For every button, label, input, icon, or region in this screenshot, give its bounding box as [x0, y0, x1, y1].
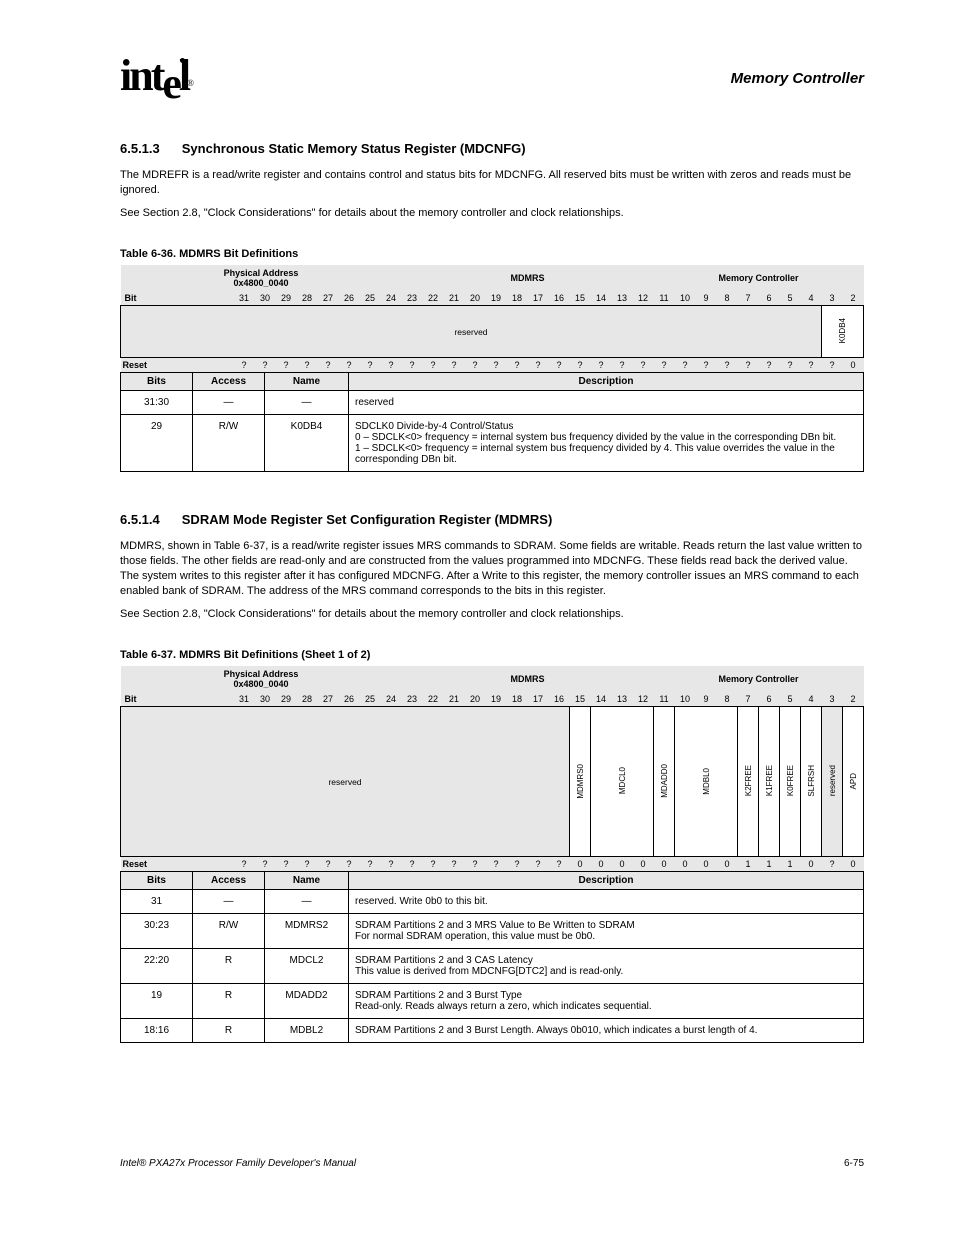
body-paragraph: The MDREFR is a read/write register and … — [120, 168, 864, 198]
register-desc-table-1: Bits Access Name Description 31:30 — — r… — [120, 372, 864, 472]
table-2-caption: Table 6-37. MDMRS Bit Definitions (Sheet… — [120, 648, 864, 663]
field-row: reserved K0DB4 — [121, 306, 864, 358]
table-row: 30:23 R/W MDMRS2 SDRAM Partitions 2 and … — [121, 914, 864, 949]
table-1-caption: Table 6-36. MDMRS Bit Definitions — [120, 247, 864, 262]
intel-logo: intel® — [120, 50, 192, 101]
col-bits: Bits — [121, 872, 193, 890]
module-name: Memory Controller — [654, 265, 864, 291]
k0db4-field: K0DB4 — [822, 306, 864, 358]
col-name: Name — [265, 373, 349, 391]
module-name: Memory Controller — [654, 666, 864, 692]
bit-number-row: Bit 313029282726252423222120191817161514… — [121, 291, 864, 306]
see-reference: See Section 2.8, "Clock Considerations" … — [120, 607, 864, 622]
body-paragraph: MDMRS, shown in Table 6-37, is a read/wr… — [120, 539, 864, 598]
bit-number-row: Bit 313029282726252423222120191817161514… — [121, 692, 864, 707]
col-desc: Description — [349, 373, 864, 391]
section-number: 6.5.1.4 — [120, 512, 160, 527]
page-footer: Intel® PXA27x Processor Family Developer… — [120, 1158, 864, 1169]
register-name: MDMRS — [402, 265, 654, 291]
reserved-field: reserved — [121, 707, 570, 857]
col-name: Name — [265, 872, 349, 890]
phys-addr-label: Physical Address 0x4800_0040 — [121, 666, 402, 692]
section-title: SDRAM Mode Register Set Configuration Re… — [182, 512, 553, 527]
table-row: 18:16 R MDBL2 SDRAM Partitions 2 and 3 B… — [121, 1019, 864, 1043]
reset-row: Reset ???????????????? 000000001110?0 — [121, 857, 864, 872]
table-row: 31:30 — — reserved — [121, 391, 864, 415]
table-row: 29 R/W K0DB4 SDCLK0 Divide-by-4 Control/… — [121, 415, 864, 472]
table-row: 22:20 R MDCL2 SDRAM Partitions 2 and 3 C… — [121, 949, 864, 984]
see-reference: See Section 2.8, "Clock Considerations" … — [120, 206, 864, 221]
col-access: Access — [193, 872, 265, 890]
register-table-mdmrs-full: Physical Address 0x4800_0040 MDMRS Memor… — [120, 666, 864, 871]
section-heading-1: 6.5.1.3 Synchronous Static Memory Status… — [120, 141, 864, 156]
col-bits: Bits — [121, 373, 193, 391]
reserved-field: reserved — [121, 306, 822, 358]
page-header: intel® Memory Controller — [120, 50, 864, 101]
table-row: 31 — — reserved. Write 0b0 to this bit. — [121, 890, 864, 914]
footer-page-number: 6-75 — [844, 1158, 864, 1169]
register-desc-table-2: Bits Access Name Description 31 — — rese… — [120, 871, 864, 1043]
register-name: MDMRS — [402, 666, 654, 692]
field-row: reserved MDMRS0 MDCL0 MDADD0 MDBL0 K2FRE… — [121, 707, 864, 857]
reset-row: Reset ?????????????????????????????0 — [121, 358, 864, 373]
table-row: 19 R MDADD2 SDRAM Partitions 2 and 3 Bur… — [121, 984, 864, 1019]
footer-doc-title: Intel® PXA27x Processor Family Developer… — [120, 1158, 356, 1169]
header-chapter-title: Memory Controller — [731, 70, 864, 87]
section-number: 6.5.1.3 — [120, 141, 160, 156]
col-desc: Description — [349, 872, 864, 890]
col-access: Access — [193, 373, 265, 391]
register-table-mdmrs-slice: Physical Address 0x4800_0040 MDMRS Memor… — [120, 265, 864, 372]
phys-addr-label: Physical Address 0x4800_0040 — [121, 265, 402, 291]
section-title: Synchronous Static Memory Status Registe… — [182, 141, 526, 156]
section-heading-2: 6.5.1.4 SDRAM Mode Register Set Configur… — [120, 512, 864, 527]
